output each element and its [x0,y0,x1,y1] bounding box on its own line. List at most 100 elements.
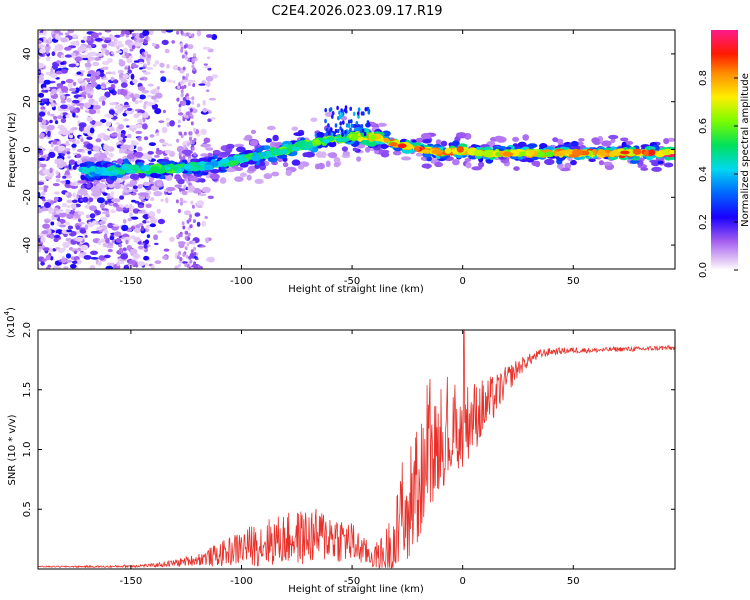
noise-blob [125,239,129,245]
noise-blob [108,126,115,131]
noise-blob [187,82,191,87]
noise-blob [207,118,212,122]
noise-blob [47,124,55,131]
noise-blob [114,104,123,110]
ridge-blob [456,132,467,138]
noise-blob [61,257,67,263]
noise-blob [130,73,135,80]
y-tick-label: 0.5 [22,501,33,517]
noise-blob [171,40,175,44]
noise-blob [75,230,80,235]
ridge-blob [400,156,412,161]
ridge-blob [299,142,307,149]
noise-blob [131,44,136,50]
ridge-blob [554,152,563,157]
ridge-blob [316,131,325,138]
ridge-blob [513,166,520,171]
noise-blob [183,131,187,136]
ridge-blob [478,161,485,168]
noise-blob [46,49,49,55]
ridge-blob [347,123,351,128]
ridge-blob [236,146,246,153]
noise-blob [59,224,67,228]
ridge-blob [657,160,664,165]
noise-blob [155,132,160,136]
ridge-blob [255,147,263,153]
noise-blob [153,64,157,67]
noise-blob [174,265,179,269]
ridge-blob [482,151,493,157]
ridge-blob [209,173,220,180]
ridge-blob [329,107,333,112]
noise-blob [57,115,63,120]
ridge-blob [598,160,605,166]
snr-y-label: SNR (10 * v/v) [7,414,18,485]
noise-blob [119,261,125,265]
noise-blob [104,200,108,205]
ridge-blob [252,151,258,158]
noise-blob [156,230,163,233]
noise-blob [40,261,45,266]
noise-blob [102,211,110,214]
ridge-blob [602,161,613,166]
noise-blob [89,51,97,56]
noise-blob [130,216,139,220]
noise-blob [44,202,51,208]
noise-blob [196,103,201,108]
noise-blob [206,89,210,92]
noise-blob [64,54,72,58]
ridge-blob [527,143,538,149]
noise-blob [181,221,185,226]
ridge-blob [286,144,295,148]
noise-blob [207,67,212,71]
noise-blob [85,214,90,219]
ridge-blob [341,146,348,152]
noise-blob [134,189,138,193]
ridge-blob [248,165,257,172]
noise-blob [61,203,68,208]
noise-blob [180,48,184,53]
ridge-blob [122,165,128,170]
noise-blob [148,142,156,147]
noise-blob [188,255,192,260]
noise-blob [105,121,112,127]
noise-blob [192,83,196,88]
noise-blob [138,99,143,103]
noise-blob [182,117,186,122]
noise-blob [41,258,47,262]
noise-blob [190,200,194,205]
ridge-blob [325,160,331,168]
noise-blob [115,50,123,54]
ridge-blob [421,163,432,169]
noise-blob [87,93,91,99]
noise-blob [207,152,213,158]
noise-blob [86,182,91,189]
ridge-blob [101,174,109,179]
ridge-blob [310,117,318,122]
noise-blob [189,224,193,229]
noise-blob [107,87,114,91]
spectrogram-y-label: Frequency (Hz) [7,112,18,188]
noise-blob [183,184,187,189]
noise-blob [146,94,152,98]
noise-blob [121,89,128,96]
noise-blob [42,169,50,175]
y-tick-label: -20 [22,189,33,205]
noise-blob [51,51,56,57]
noise-blob [110,191,115,197]
noise-blob [96,197,105,204]
ridge-blob [87,167,97,172]
noise-blob [122,73,130,79]
spectrogram-heatmap [38,30,675,269]
noise-blob [95,121,103,126]
noise-blob [113,203,118,207]
noise-blob [60,54,65,59]
noise-blob [76,71,82,75]
noise-blob [102,134,110,141]
noise-blob [108,109,115,115]
noise-blob [38,162,41,166]
ridge-blob [133,151,144,158]
ridge-blob [120,144,131,150]
noise-blob [201,220,206,227]
noise-blob [38,186,45,190]
